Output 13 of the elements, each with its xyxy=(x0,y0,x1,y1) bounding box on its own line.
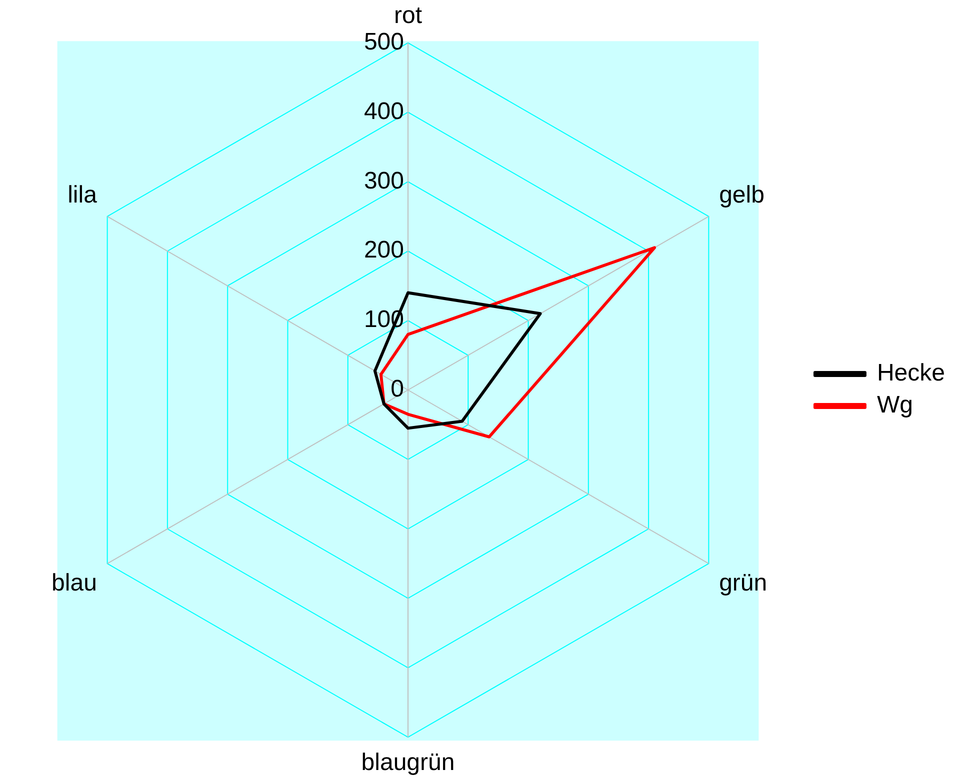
legend-label: Wg xyxy=(876,392,913,419)
y-tick-label: 300 xyxy=(364,167,404,194)
legend-label: Hecke xyxy=(876,360,946,387)
spoke-label: blau xyxy=(52,570,97,597)
spoke-label: grün xyxy=(719,570,768,597)
spoke-label: lila xyxy=(68,182,98,209)
y-tick-label: 400 xyxy=(364,98,404,125)
spoke-label: blaugrün xyxy=(361,749,455,776)
spoke-label: rot xyxy=(394,2,422,30)
y-tick-label: 0 xyxy=(390,376,404,403)
y-tick-label: 500 xyxy=(364,28,404,56)
y-tick-label: 200 xyxy=(364,236,404,264)
spoke-label: gelb xyxy=(719,182,764,209)
